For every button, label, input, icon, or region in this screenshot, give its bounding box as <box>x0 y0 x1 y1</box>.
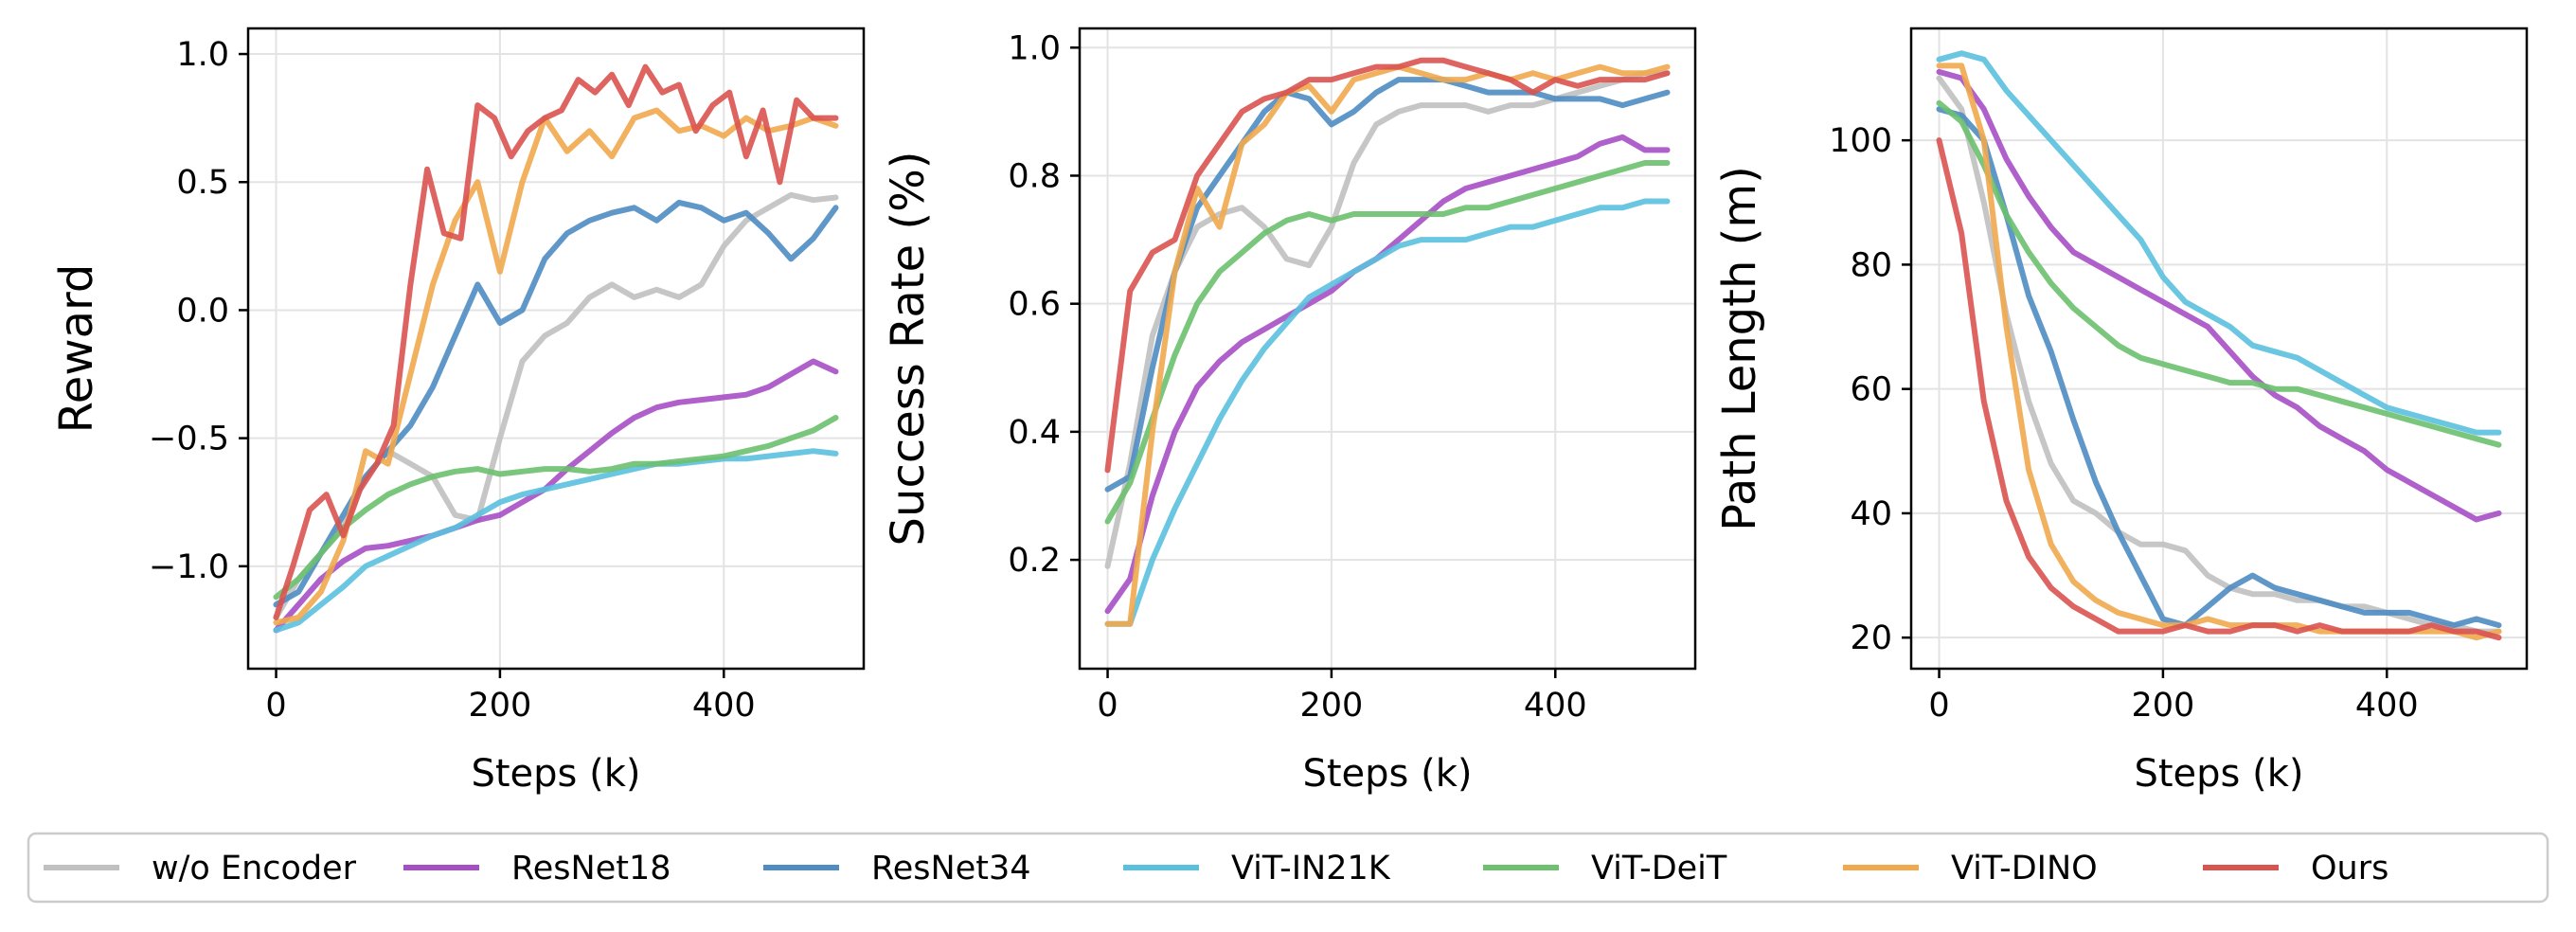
y-tick-label: 100 <box>1829 122 1892 160</box>
legend-label: ViT-DeiT <box>1591 850 1727 887</box>
x-tick-label: 0 <box>265 687 286 725</box>
x-tick-label: 200 <box>1300 687 1364 725</box>
y-tick-label: 0.6 <box>1008 286 1061 324</box>
y-tick-label: −1.0 <box>149 548 229 586</box>
x-tick-label: 400 <box>692 687 756 725</box>
legend-item-ours: Ours <box>2203 850 2388 887</box>
legend-box <box>27 832 2549 904</box>
y-tick-label: 0.0 <box>176 292 229 330</box>
y-tick-label: 80 <box>1850 246 1892 284</box>
series-line-resnet34 <box>273 199 839 608</box>
series-line-vit-dino <box>273 107 839 626</box>
series-line-w-o-encoder <box>1936 75 2502 635</box>
legend-item-vit-dino: ViT-DINO <box>1843 850 2098 887</box>
y-tick-label: 0.4 <box>1008 414 1061 452</box>
legend-item-resnet18: ResNet18 <box>403 850 671 887</box>
series-line-vit-deit <box>273 415 839 600</box>
plot-frame <box>246 27 866 671</box>
series-line-resnet18 <box>273 358 839 634</box>
series-line-resnet18 <box>1936 68 2502 523</box>
series-line-resnet34 <box>1104 77 1671 493</box>
chart-panel-2: 0 200 400 0.2 0.4 0.6 0.8 1.0 Steps (k) Success R… <box>882 27 1697 796</box>
x-tick-label: 400 <box>1524 687 1587 725</box>
chart-panel-3: 0 200 400 20 40 60 80 100 Steps (k) Path Length (… <box>1713 27 2529 796</box>
legend: w/o Encoder ResNet18 ResNet34 ViT-IN21K ViT-… <box>27 832 2549 904</box>
legend-item-vit-in21k: ViT-IN21K <box>1123 850 1391 887</box>
x-tick-label: 400 <box>2355 687 2419 725</box>
series-line-vit-in21k <box>273 448 839 634</box>
legend-label: ResNet34 <box>871 850 1031 887</box>
y-tick-label: 0.5 <box>176 164 229 202</box>
series-line-ours <box>1936 137 2502 641</box>
x-tick-label: 0 <box>1928 687 1949 725</box>
series-line-w-o-encoder <box>1104 70 1671 569</box>
y-axis-label: Success Rate (%) <box>882 152 935 547</box>
series-line-resnet34 <box>1936 106 2502 629</box>
legend-label: Ours <box>2311 850 2388 887</box>
chart-panel-1: 0 200 400 −1.0 −0.5 0.0 0.5 1.0 Steps (k) Reward <box>50 27 866 796</box>
legend-item-w-o-encoder: w/o Encoder <box>44 850 357 887</box>
series-group <box>1104 57 1671 627</box>
y-axis-label: Reward <box>50 264 103 434</box>
series-line-ours <box>1104 57 1671 474</box>
x-tick-label: 200 <box>469 687 532 725</box>
x-axis-label: Steps (k) <box>471 752 640 796</box>
plot-frame <box>1078 27 1697 671</box>
y-tick-label: −0.5 <box>149 421 229 458</box>
x-tick-label: 0 <box>1097 687 1118 725</box>
series-line-vit-in21k <box>1104 198 1671 627</box>
y-tick-label: 20 <box>1850 619 1892 657</box>
y-axis-label: Path Length (m) <box>1713 166 1766 531</box>
series-line-ours <box>273 63 839 620</box>
legend-item-resnet34: ResNet34 <box>763 850 1031 887</box>
y-tick-label: 1.0 <box>1008 29 1061 67</box>
legend-item-vit-deit: ViT-DeiT <box>1483 850 1727 887</box>
legend-label: ResNet18 <box>511 850 671 887</box>
y-tick-label: 0.2 <box>1008 542 1061 580</box>
legend-label: ViT-IN21K <box>1231 850 1391 887</box>
series-line-vit-deit <box>1936 99 2502 448</box>
x-axis-label: Steps (k) <box>1302 752 1472 796</box>
y-tick-label: 0.8 <box>1008 157 1061 195</box>
plot-frame <box>1909 27 2529 671</box>
series-group <box>273 63 839 634</box>
series-line-vit-dino <box>1936 63 2502 641</box>
y-tick-label: 60 <box>1850 371 1892 409</box>
series-group <box>1936 50 2502 641</box>
x-tick-label: 200 <box>2132 687 2195 725</box>
y-tick-label: 40 <box>1850 495 1892 533</box>
legend-label: ViT-DINO <box>1951 850 2098 887</box>
series-line-vit-deit <box>1104 160 1671 525</box>
series-line-vit-dino <box>1104 63 1671 627</box>
x-axis-label: Steps (k) <box>2134 752 2303 796</box>
legend-label: w/o Encoder <box>152 850 357 887</box>
y-tick-label: 1.0 <box>176 36 229 74</box>
series-line-vit-in21k <box>1936 50 2502 436</box>
